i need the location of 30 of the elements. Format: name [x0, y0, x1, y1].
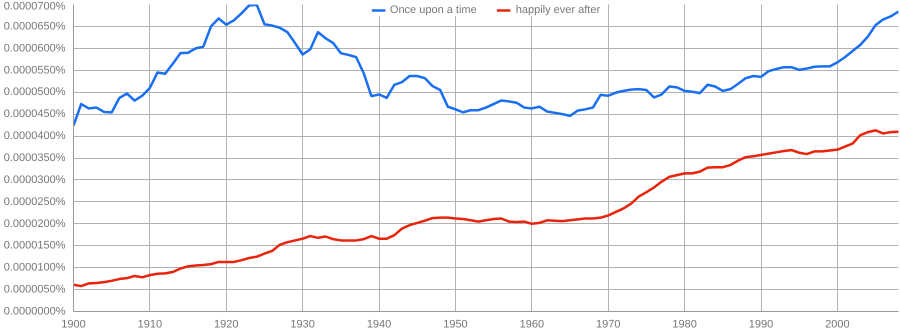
- y-tick-label: 0.0000050%: [4, 284, 66, 296]
- y-tick-label: 0.0000200%: [4, 218, 66, 230]
- y-tick-label: 0.0000250%: [4, 196, 66, 208]
- y-tick-label: 0.0000600%: [4, 42, 66, 54]
- y-tick-label: 0.0000400%: [4, 130, 66, 142]
- x-tick-label: 1960: [520, 318, 544, 330]
- x-tick-label: 1980: [672, 318, 697, 330]
- y-tick-label: 0.0000550%: [4, 64, 66, 76]
- line-series: [74, 4, 898, 127]
- y-tick-label: 0.0000100%: [4, 262, 66, 274]
- y-tick-label: 0.0000500%: [4, 86, 66, 98]
- x-tick-label: 1950: [443, 318, 468, 330]
- x-tick-label: 1930: [290, 318, 315, 330]
- y-tick-label: 0.0000300%: [4, 174, 66, 186]
- legend-label: happily ever after: [516, 4, 600, 16]
- x-tick-label: 1970: [596, 318, 620, 330]
- x-tick-label: 2000: [825, 318, 850, 330]
- legend-label: Once upon a time: [390, 4, 477, 16]
- x-tick-label: 1910: [138, 318, 162, 330]
- x-tick-label: 1940: [366, 318, 392, 330]
- y-tick-label: 0.0000150%: [4, 240, 66, 252]
- x-tick-label: 1990: [748, 318, 774, 330]
- line-series: [74, 129, 898, 288]
- y-tick-label: 0.0000700%: [4, 0, 66, 12]
- x-tick-label: 1920: [214, 318, 239, 330]
- y-tick-label: 0.0000650%: [4, 20, 66, 32]
- y-tick-label: 0.0000000%: [4, 306, 66, 318]
- y-tick-label: 0.0000450%: [4, 108, 66, 120]
- y-tick-label: 0.0000350%: [4, 152, 66, 164]
- x-tick-label: 1900: [61, 318, 86, 330]
